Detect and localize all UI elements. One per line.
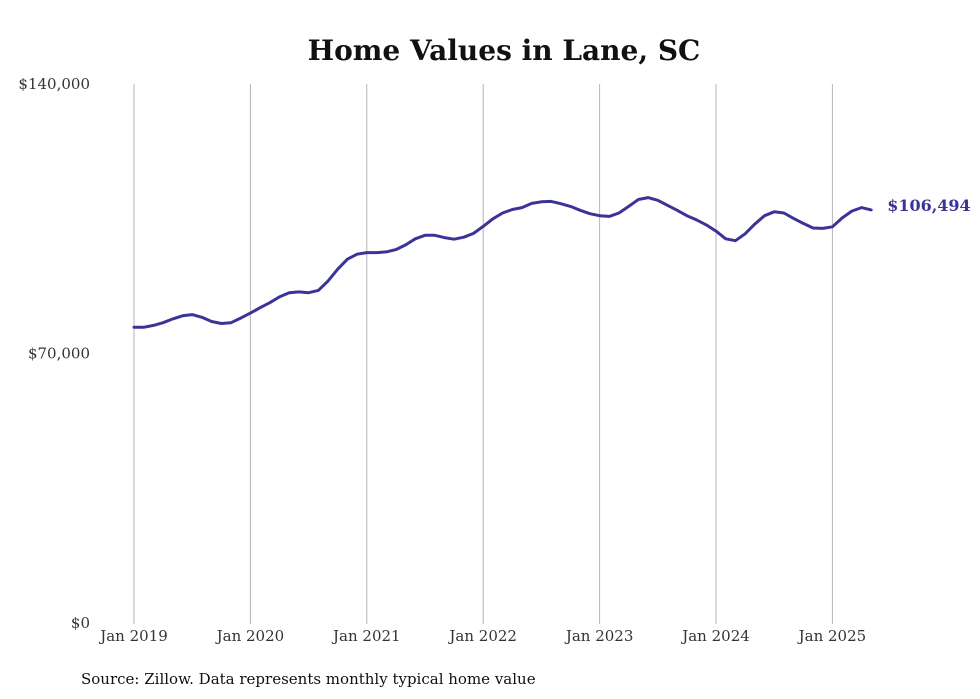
chart-title: Home Values in Lane, SC xyxy=(308,34,701,67)
x-axis-ticks: Jan 2019 Jan 2020 Jan 2021 Jan 2022 Jan 2023… xyxy=(98,627,866,645)
x-tick-label: Jan 2025 xyxy=(797,627,867,645)
x-tick-label: Jan 2023 xyxy=(564,627,634,645)
x-tick-label: Jan 2020 xyxy=(215,627,285,645)
end-value-label: $106,494 xyxy=(887,196,971,215)
y-tick-label: $0 xyxy=(71,614,90,632)
series-line xyxy=(132,196,873,329)
x-tick-label: Jan 2019 xyxy=(98,627,168,645)
x-tick-label: Jan 2022 xyxy=(447,627,517,645)
y-axis-ticks: $0 $70,000 $140,000 xyxy=(18,75,90,632)
series-layer: $106,494 xyxy=(132,196,971,329)
gridlines xyxy=(133,84,833,624)
y-tick-label: $70,000 xyxy=(28,345,90,363)
x-tick-label: Jan 2024 xyxy=(680,627,750,645)
source-note: Source: Zillow. Data represents monthly … xyxy=(81,670,536,688)
x-tick-label: Jan 2021 xyxy=(331,627,401,645)
y-tick-label: $140,000 xyxy=(18,75,90,93)
